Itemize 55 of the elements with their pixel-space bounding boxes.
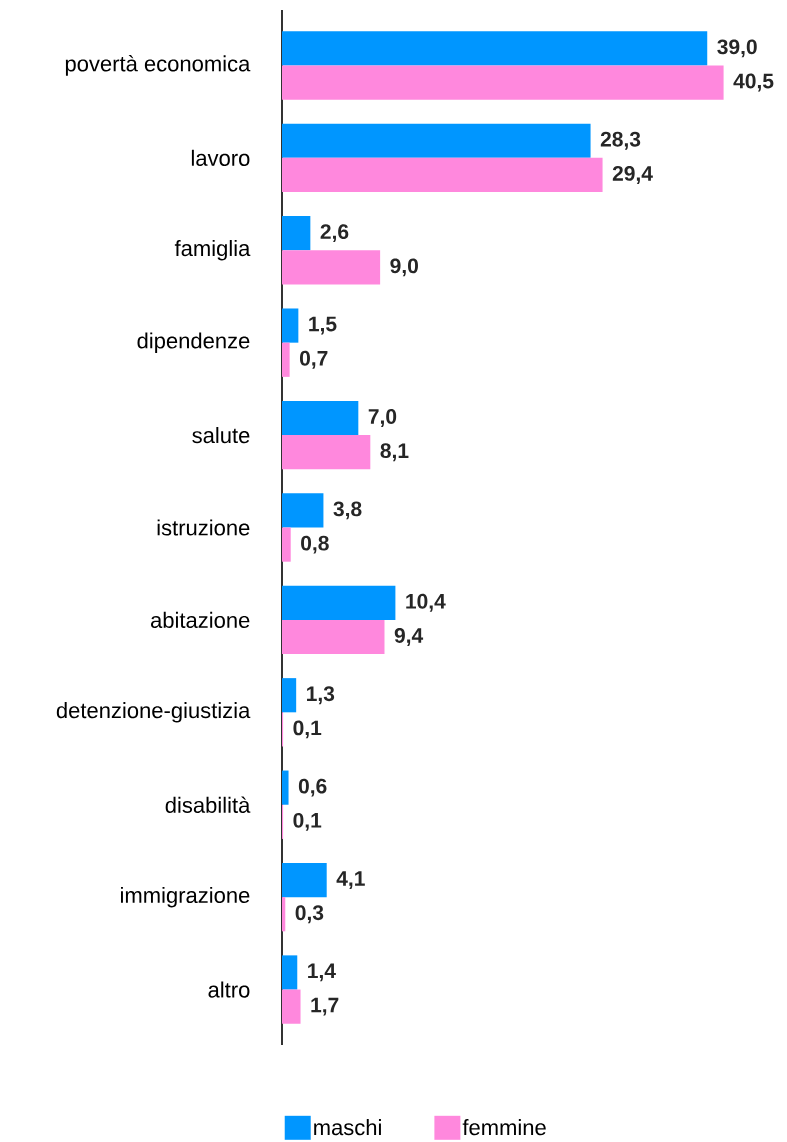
legend-label: femmine bbox=[462, 1119, 546, 1136]
data-label: 40,5 bbox=[733, 73, 774, 92]
bar bbox=[282, 955, 298, 990]
bar bbox=[282, 585, 396, 620]
data-label: 0,1 bbox=[293, 720, 322, 739]
data-label: 2,6 bbox=[320, 224, 349, 243]
data-label: 1,7 bbox=[311, 997, 339, 1016]
bar bbox=[282, 435, 371, 470]
bar bbox=[282, 770, 289, 805]
bar bbox=[282, 308, 299, 343]
bar bbox=[282, 123, 591, 158]
y-tick-label: salute bbox=[192, 427, 250, 444]
bar bbox=[282, 400, 359, 436]
data-label: 1,5 bbox=[309, 316, 337, 335]
data-label: 9,0 bbox=[390, 258, 418, 277]
y-tick-label: dipendenze bbox=[137, 332, 250, 353]
bar bbox=[282, 527, 291, 562]
legend-label: maschi bbox=[314, 1119, 381, 1136]
data-label: 28,3 bbox=[600, 131, 641, 150]
bar bbox=[282, 678, 297, 713]
data-label: 4,1 bbox=[336, 871, 365, 889]
y-tick-label: istruzione bbox=[157, 519, 250, 536]
bar bbox=[282, 31, 708, 66]
bar bbox=[282, 65, 724, 100]
data-label: 0,8 bbox=[301, 535, 329, 554]
data-label: 3,8 bbox=[333, 501, 362, 520]
data-label: 1,3 bbox=[307, 686, 335, 705]
data-label: 0,6 bbox=[298, 778, 327, 797]
data-label: 0,1 bbox=[293, 812, 322, 831]
y-tick-label: famiglia bbox=[174, 240, 251, 261]
bar bbox=[282, 897, 286, 932]
data-label: 0,3 bbox=[295, 905, 324, 924]
data-label: 10,4 bbox=[406, 593, 446, 612]
bar bbox=[282, 493, 324, 528]
data-label: 9,4 bbox=[394, 628, 424, 646]
y-tick-label: lavoro bbox=[191, 149, 250, 166]
bar bbox=[282, 862, 327, 898]
data-label: 0,7 bbox=[299, 350, 328, 369]
data-label: 7,0 bbox=[368, 409, 397, 427]
bar bbox=[282, 342, 290, 377]
data-label: 29,4 bbox=[612, 165, 653, 184]
y-tick-label: detenzione-giustizia bbox=[56, 702, 251, 723]
data-label: 39,0 bbox=[717, 39, 757, 58]
bar bbox=[282, 157, 603, 193]
y-tick-label: povertà economica bbox=[65, 55, 251, 76]
bar bbox=[282, 619, 385, 655]
data-label: 1,4 bbox=[308, 963, 336, 982]
bar bbox=[282, 216, 311, 251]
data-label: 8,1 bbox=[380, 443, 409, 462]
bar bbox=[282, 989, 301, 1024]
y-tick-label: altro bbox=[208, 981, 250, 998]
y-tick-label: abitazione bbox=[150, 611, 250, 628]
y-tick-label: disabilità bbox=[165, 796, 251, 813]
y-tick-label: immigrazione bbox=[121, 886, 250, 908]
bar bbox=[282, 250, 381, 285]
